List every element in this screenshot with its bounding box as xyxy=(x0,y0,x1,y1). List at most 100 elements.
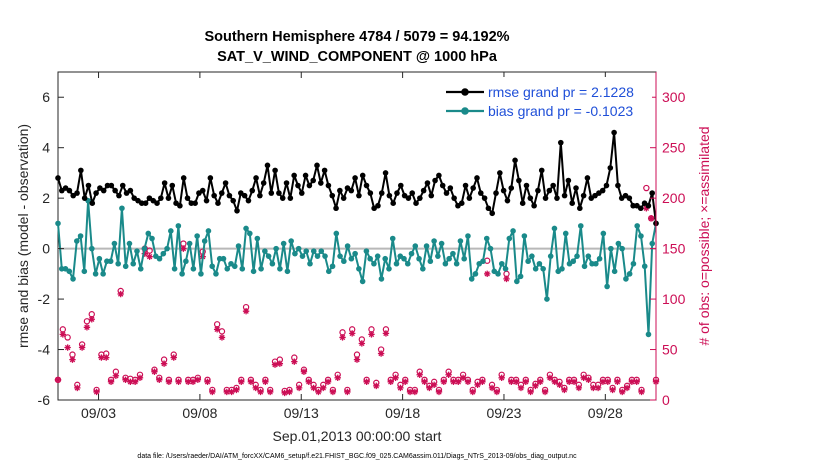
obs-assimilated-marker xyxy=(503,275,510,283)
rmse-point xyxy=(386,192,393,199)
obs-assimilated-marker xyxy=(252,384,259,392)
rmse-point xyxy=(184,195,191,201)
obs-assimilated-marker xyxy=(160,360,168,367)
obs-assimilated-marker xyxy=(537,378,544,386)
bias-point xyxy=(269,260,276,267)
rmse-point xyxy=(523,182,530,189)
bias-point xyxy=(74,238,80,244)
obs-assimilated-marker xyxy=(445,371,452,378)
obs-assimilated-marker xyxy=(469,388,476,396)
bias-point xyxy=(337,253,343,259)
bias-point xyxy=(333,230,340,237)
legend-bias-marker xyxy=(461,107,469,115)
bias-point xyxy=(77,233,84,239)
obs-assimilated-marker xyxy=(122,376,129,384)
rmse-point xyxy=(165,195,172,201)
rmse-point xyxy=(378,190,385,196)
bias-point xyxy=(517,273,524,280)
obs-assimilated-marker xyxy=(594,384,602,392)
bias-point xyxy=(310,248,317,254)
x-tick-label: 09/23 xyxy=(486,405,521,421)
bias-point xyxy=(122,263,129,270)
y-right-tick-label: 100 xyxy=(662,291,686,307)
bias-point xyxy=(265,253,272,259)
obs-assimilated-marker xyxy=(619,388,626,396)
rmse-point xyxy=(74,190,80,196)
obs-assimilated-marker xyxy=(512,378,520,386)
rmse-point xyxy=(325,182,332,189)
obs-assimilated-marker xyxy=(459,374,467,381)
obs-assimilated-marker xyxy=(64,344,71,351)
obs-assimilated-marker xyxy=(522,378,529,386)
bias-point xyxy=(356,266,362,272)
bias-point xyxy=(559,266,565,272)
x-tick-label: 09/08 xyxy=(182,405,217,421)
rmse-point xyxy=(443,190,450,196)
obs-assimilated-marker xyxy=(334,374,341,381)
obs-assimilated-marker xyxy=(382,330,390,337)
bias-point xyxy=(453,260,460,267)
bias-point xyxy=(100,271,106,277)
obs-assimilated-marker xyxy=(565,378,573,386)
bias-point xyxy=(247,230,253,237)
obs-assimilated-marker xyxy=(541,388,549,396)
bias-point xyxy=(183,258,189,265)
x-tick-label: 09/18 xyxy=(385,405,420,421)
rmse-point xyxy=(180,175,187,181)
obs-assimilated-marker xyxy=(493,388,501,396)
legend: rmse grand pr = 2.1228 bias grand pr = -… xyxy=(440,77,652,121)
rmse-point xyxy=(85,182,92,189)
bias-point xyxy=(325,268,332,275)
rmse-point xyxy=(55,175,61,181)
bias-point xyxy=(190,266,197,272)
y-right-tick-label: 0 xyxy=(662,392,670,408)
rmse-point xyxy=(474,175,480,181)
rmse-point xyxy=(615,182,621,189)
obs-assimilated-marker xyxy=(146,253,153,260)
rmse-point xyxy=(519,200,526,206)
bias-point xyxy=(171,266,178,272)
obs-assimilated-marker xyxy=(233,386,240,394)
rmse-point xyxy=(302,172,309,179)
obs-assimilated-marker xyxy=(291,358,298,365)
obs-assimilated-marker xyxy=(54,376,62,384)
rmse-point xyxy=(637,205,644,212)
rmse-point xyxy=(420,187,427,194)
bias-point xyxy=(277,266,283,272)
bias-point xyxy=(250,268,257,275)
rmse-point xyxy=(497,170,503,176)
obs-assimilated-marker xyxy=(131,378,139,386)
y-left-tick-label: 4 xyxy=(42,140,50,156)
bias-point xyxy=(514,278,520,285)
bias-point xyxy=(423,243,430,249)
obs-assimilated-marker xyxy=(69,356,76,363)
rmse-point xyxy=(584,175,591,181)
bias-point xyxy=(66,268,73,275)
obs-assimilated-marker xyxy=(93,388,100,396)
bias-point xyxy=(81,268,88,275)
bias-point xyxy=(416,255,422,262)
rmse-point xyxy=(428,192,435,199)
rmse-point xyxy=(382,170,389,176)
x-axis-label: Sep.01,2013 00:00:00 start xyxy=(273,428,442,444)
rmse-point xyxy=(211,192,217,199)
legend-bias-label: bias grand pr = -0.1023 xyxy=(488,103,633,119)
rmse-point xyxy=(207,175,214,181)
bias-point xyxy=(382,255,389,262)
obs-assimilated-marker xyxy=(271,361,279,368)
bias-point xyxy=(115,260,121,267)
bias-point xyxy=(96,255,103,262)
rmse-point xyxy=(177,202,183,209)
rmse-point xyxy=(466,195,473,201)
rmse-point xyxy=(321,167,328,174)
rmse-point xyxy=(409,190,416,196)
obs-assimilated-marker xyxy=(377,350,385,357)
bias-point xyxy=(593,260,599,267)
obs-assimilated-marker xyxy=(411,388,419,396)
rmse-point xyxy=(295,182,301,189)
obs-assimilated-marker xyxy=(599,378,607,386)
obs-assimilated-marker xyxy=(117,290,124,298)
rmse-point xyxy=(112,187,118,194)
bias-point xyxy=(322,253,328,259)
bias-point xyxy=(341,258,347,265)
